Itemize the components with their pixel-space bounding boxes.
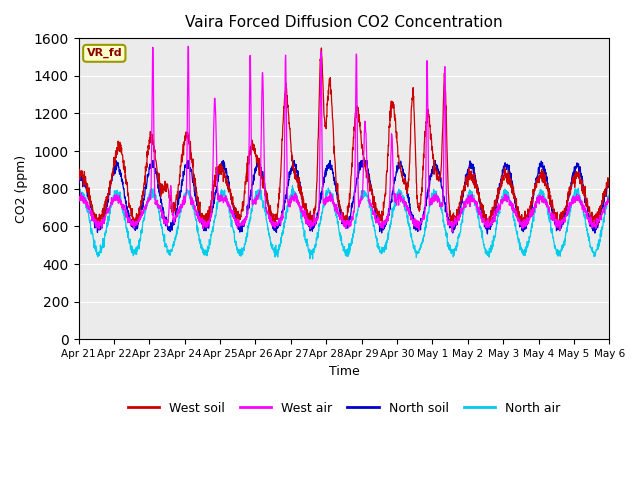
Title: Vaira Forced Diffusion CO2 Concentration: Vaira Forced Diffusion CO2 Concentration [185, 15, 503, 30]
Legend: West soil, West air, North soil, North air: West soil, West air, North soil, North a… [123, 397, 565, 420]
X-axis label: Time: Time [328, 365, 359, 378]
Text: VR_fd: VR_fd [86, 48, 122, 59]
Y-axis label: CO2 (ppm): CO2 (ppm) [15, 155, 28, 223]
